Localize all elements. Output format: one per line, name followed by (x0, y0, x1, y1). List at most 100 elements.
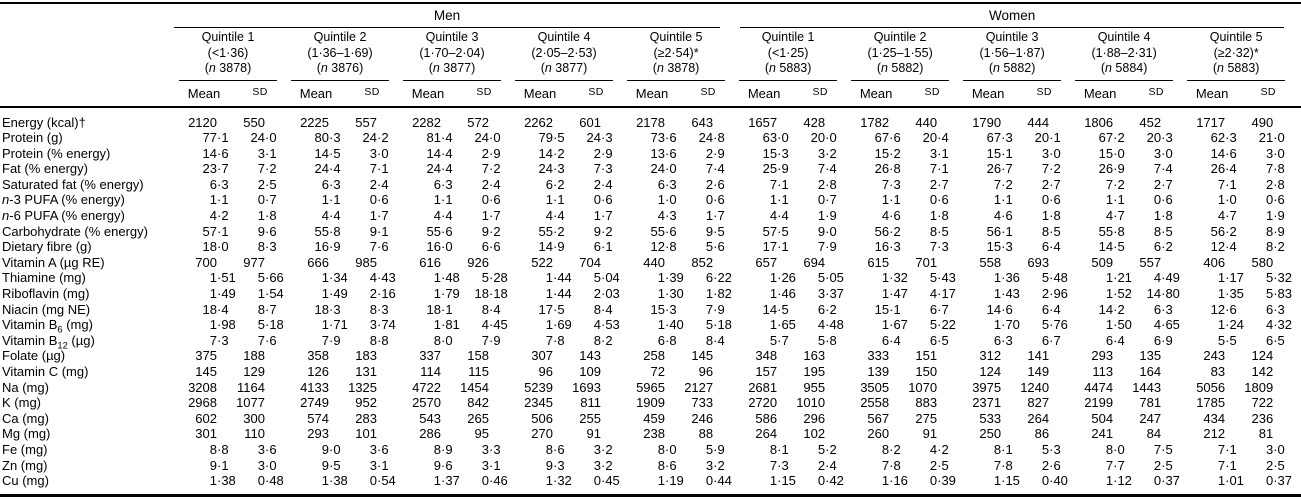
quintile-title: Quintile 3 (425, 30, 479, 44)
table-row: K (mg) 2968 1077 2749 952 2570 842 2345 811 1909 7… (0, 395, 1301, 411)
mean-column-header: Mean (732, 80, 797, 108)
value-cell: 265 (467, 410, 489, 426)
quintile-n: (n 3878) (652, 61, 700, 75)
value-cell: 2·5 (929, 457, 949, 473)
value-cell: 8·7 (257, 301, 277, 317)
value-cell: 307 (531, 348, 553, 364)
table-row: Na (mg) 3208 1164 4133 1325 4722 1454 5239 1693 5… (0, 380, 1301, 396)
value-cell: 126 (307, 364, 329, 379)
value-cell: 293 (1091, 348, 1114, 364)
value-cell: 15·3 (986, 239, 1013, 255)
value-cell: 102 (803, 426, 826, 442)
row-label: Riboflavin (mg) (2, 286, 90, 302)
value-cell: 3·74 (369, 317, 396, 333)
value-cell: 56·2 (1210, 223, 1237, 239)
value-cell: 1·71 (321, 317, 348, 333)
value-cell: 3·0 (1041, 145, 1061, 161)
value-cell: 4·6 (881, 208, 901, 224)
row-label: Energy (kcal)† (2, 114, 86, 130)
value-cell: 5·43 (929, 270, 956, 286)
value-cell: 7·8 (1265, 161, 1285, 177)
value-cell: 150 (915, 364, 938, 379)
value-cell: 270 (531, 426, 553, 442)
value-cell: 6·4 (1105, 332, 1125, 348)
value-cell: 657 (755, 254, 778, 270)
value-cell: 5·22 (929, 317, 956, 333)
value-cell: 8·5 (1041, 223, 1061, 239)
value-cell: 7·9 (321, 332, 341, 348)
value-cell: 96 (698, 364, 714, 379)
value-cell: 145 (691, 348, 714, 364)
value-cell: 16·3 (874, 239, 901, 255)
value-cell: 72 (650, 364, 665, 379)
value-cell: 7·1 (929, 161, 949, 177)
quintile-title: Quintile 1 (761, 30, 815, 44)
value-cell: 1077 (236, 395, 265, 411)
value-cell: 955 (803, 379, 826, 395)
value-cell: 7·2 (993, 176, 1013, 192)
value-cell: 2127 (684, 379, 714, 395)
quintile-title: Quintile 4 (537, 30, 591, 44)
value-cell: 4·7 (1105, 208, 1125, 224)
value-cell: 142 (1251, 364, 1274, 379)
men-group-header: Men (172, 3, 732, 28)
value-cell: 5239 (524, 379, 553, 395)
value-cell: 67·6 (874, 130, 901, 146)
quintile-range: (1·36–1·69) (307, 45, 373, 60)
value-cell: 616 (419, 254, 441, 270)
value-cell: 56·2 (874, 223, 901, 239)
value-cell: 238 (643, 426, 665, 442)
value-cell: 1·47 (881, 286, 908, 302)
value-cell: 1657 (748, 114, 778, 130)
value-cell: 67·2 (1098, 130, 1125, 146)
mean-sd-header-row: Mean SD Mean SD Mean SD Mean SD Mean SD Mean SD Mean… (0, 80, 1301, 108)
quintile-n: (n 3877) (428, 61, 476, 75)
value-cell: 26·8 (874, 161, 901, 177)
value-cell: 2178 (636, 114, 665, 130)
table-row: Protein (% energy) 14·6 3·1 14·5 3·0 14·4 2·9 1… (0, 146, 1301, 162)
value-cell: 81 (1258, 426, 1274, 442)
value-cell: 2·9 (481, 145, 501, 161)
value-cell: 1·9 (817, 208, 837, 224)
value-cell: 5·18 (257, 317, 284, 333)
value-cell: 2·8 (817, 176, 837, 192)
value-cell: 55·6 (426, 223, 453, 239)
value-cell: 6·3 (1153, 301, 1173, 317)
quintile-n: (n 5882) (876, 61, 924, 75)
value-cell: 4·49 (1153, 270, 1180, 286)
value-cell: 9·6 (433, 457, 453, 473)
value-cell: 1·1 (209, 192, 229, 208)
value-cell: 434 (1203, 410, 1226, 426)
quintile-title: Quintile 2 (873, 30, 927, 44)
value-cell: 1·1 (545, 192, 565, 208)
value-cell: 79·5 (538, 130, 565, 146)
value-cell: 1·79 (433, 286, 460, 302)
value-cell: 2282 (412, 114, 441, 130)
value-cell: 2·7 (1153, 176, 1173, 192)
value-cell: 7·1 (769, 176, 789, 192)
value-cell: 8·8 (369, 332, 389, 348)
value-cell: 6·1 (593, 239, 613, 255)
value-cell: 1·67 (881, 317, 908, 333)
value-cell: 1·48 (433, 270, 460, 286)
value-cell: 91 (922, 426, 938, 442)
value-cell: 164 (1139, 364, 1162, 379)
value-cell: 1·0 (1217, 192, 1237, 208)
value-cell: 188 (243, 348, 265, 364)
value-cell: 3975 (972, 379, 1002, 395)
value-cell: 1·44 (545, 270, 572, 286)
value-cell: 1·35 (1217, 286, 1244, 302)
value-cell: 1·9 (1265, 208, 1285, 224)
value-cell: 2·6 (1041, 457, 1061, 473)
value-cell: 7·2 (481, 161, 501, 177)
value-cell: 4·4 (545, 208, 565, 224)
mean-column-header: Mean (1180, 80, 1245, 108)
value-cell: 7·1 (1217, 457, 1237, 473)
value-cell: 7·1 (369, 161, 389, 177)
value-cell: 8·4 (593, 301, 613, 317)
value-cell: 77·1 (202, 130, 229, 146)
value-cell: 1·49 (209, 286, 236, 302)
value-cell: 7·2 (1105, 176, 1125, 192)
value-cell: 264 (1027, 410, 1050, 426)
value-cell: 1·15 (993, 473, 1020, 489)
